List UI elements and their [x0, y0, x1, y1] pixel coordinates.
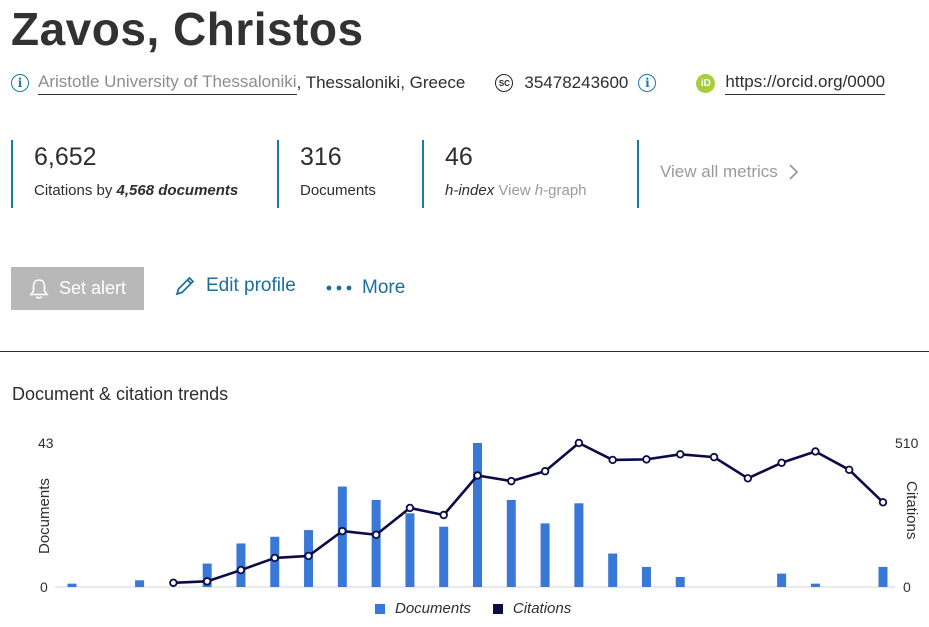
hindex-value: 46	[445, 143, 473, 171]
documents-bar	[371, 499, 381, 587]
view-all-metrics-link[interactable]: View all metrics	[660, 162, 800, 182]
y-right-tick-max: 510	[895, 435, 919, 451]
view-all-metrics-divider	[637, 140, 837, 208]
section-divider	[0, 351, 929, 352]
citations-point	[439, 510, 448, 520]
documents-label: Documents	[300, 182, 376, 199]
citations-point	[473, 471, 482, 480]
legend-citations-swatch	[492, 604, 503, 615]
view-all-metrics-label: View all metrics	[660, 162, 778, 181]
author-name: Zavos, Christos	[11, 3, 364, 55]
documents-bar	[777, 573, 787, 587]
documents-bar	[878, 566, 888, 587]
legend-citations-label: Citations	[512, 600, 572, 617]
citations-point	[304, 551, 313, 561]
documents-bar	[202, 563, 212, 587]
trends-title: Document & citation trends	[12, 384, 229, 404]
edit-profile-button[interactable]: Edit profile	[174, 275, 296, 297]
citations-point	[676, 450, 685, 459]
documents-bar	[135, 580, 145, 587]
citations-point	[270, 553, 279, 563]
y-right-axis-label: Citations	[903, 481, 920, 539]
citations-point	[811, 447, 820, 456]
legend-citations: Citations	[492, 600, 572, 617]
view-hgraph-suffix: -graph	[543, 182, 587, 199]
x-tick-start: 1999	[55, 598, 86, 600]
citations-point	[507, 476, 516, 486]
scopus-id: 35478243600	[524, 73, 629, 92]
edit-profile-label: Edit profile	[206, 275, 296, 296]
documents-bar	[641, 566, 651, 587]
documents-count: 316	[300, 143, 342, 171]
citations-count: 6,652	[34, 143, 97, 171]
citations-point	[202, 577, 212, 586]
info-icon[interactable]: i	[11, 74, 29, 92]
documents-bar	[574, 503, 584, 587]
hindex-label: h-index View h-graph	[445, 182, 632, 199]
author-meta-row: i Aristotle University of Thessaloniki ,…	[11, 70, 886, 96]
y-right-tick-min: 0	[903, 579, 911, 595]
hindex-text: h-index	[445, 182, 495, 199]
legend-documents-swatch	[375, 604, 385, 615]
citations-point	[338, 526, 347, 536]
more-dots-icon	[326, 285, 352, 291]
document-citation-chart: 43 0 510 0 1999 2023 Documents Citations	[36, 435, 920, 600]
documents-bar	[540, 523, 550, 587]
citations-point	[236, 565, 246, 575]
citations-point	[540, 467, 550, 476]
set-alert-label: Set alert	[58, 278, 127, 298]
citing-documents-link[interactable]: 4,568 documents	[116, 182, 239, 199]
documents-metric: 316 Documents	[277, 140, 417, 208]
documents-bar	[675, 576, 685, 587]
legend-documents: Documents	[375, 600, 471, 617]
citations-line	[173, 441, 884, 585]
view-hgraph-italic: h	[534, 182, 544, 199]
scopus-id-info-icon[interactable]: i	[638, 74, 657, 92]
citations-point	[709, 452, 719, 462]
pencil-icon	[175, 276, 195, 296]
citations-point	[642, 455, 651, 464]
scopus-id-icon: SC	[495, 74, 514, 92]
more-label: More	[362, 277, 406, 298]
documents-bar	[506, 499, 516, 587]
citations-point	[371, 530, 381, 539]
bell-icon	[29, 278, 49, 299]
affiliation-location: , Thessaloniki, Greece	[296, 73, 466, 92]
view-hgraph-prefix: View	[498, 182, 535, 199]
affiliation-link[interactable]: Aristotle University of Thessaloniki	[38, 72, 297, 95]
hindex-metric: 46 h-index View h-graph	[422, 140, 632, 208]
citations-point	[574, 438, 584, 448]
orcid-icon: iD	[696, 73, 716, 93]
chart-legend: Documents Citations	[375, 600, 571, 617]
citations-point	[608, 455, 617, 465]
citations-point	[405, 503, 415, 513]
citations-point	[743, 474, 753, 483]
documents-bar	[236, 543, 246, 587]
documents-bar	[810, 583, 820, 587]
documents-bar	[405, 513, 415, 587]
citations-point	[845, 465, 854, 475]
x-tick-end: 2023	[866, 598, 897, 600]
y-left-axis-label: Documents	[36, 478, 53, 554]
citations-label-prefix: Citations by	[34, 182, 117, 199]
chevron-right-icon	[789, 164, 799, 180]
orcid-link[interactable]: https://orcid.org/0000	[725, 72, 886, 95]
set-alert-button[interactable]: Set alert	[11, 267, 144, 310]
citations-metric: 6,652 Citations by 4,568 documents	[11, 140, 266, 208]
citations-point	[777, 458, 786, 467]
legend-documents-label: Documents	[395, 600, 471, 617]
documents-bar	[337, 486, 347, 587]
citations-point	[878, 498, 888, 507]
documents-bar	[67, 583, 77, 587]
view-hgraph-link[interactable]: View h-graph	[498, 182, 586, 199]
documents-bar	[608, 553, 618, 587]
y-left-tick-max: 43	[38, 435, 54, 451]
citations-point	[169, 578, 178, 587]
citations-label: Citations by 4,568 documents	[34, 182, 266, 199]
more-button[interactable]: More	[326, 277, 405, 299]
y-left-tick-min: 0	[40, 579, 48, 595]
documents-bar	[439, 526, 449, 587]
documents-bar	[473, 443, 482, 587]
